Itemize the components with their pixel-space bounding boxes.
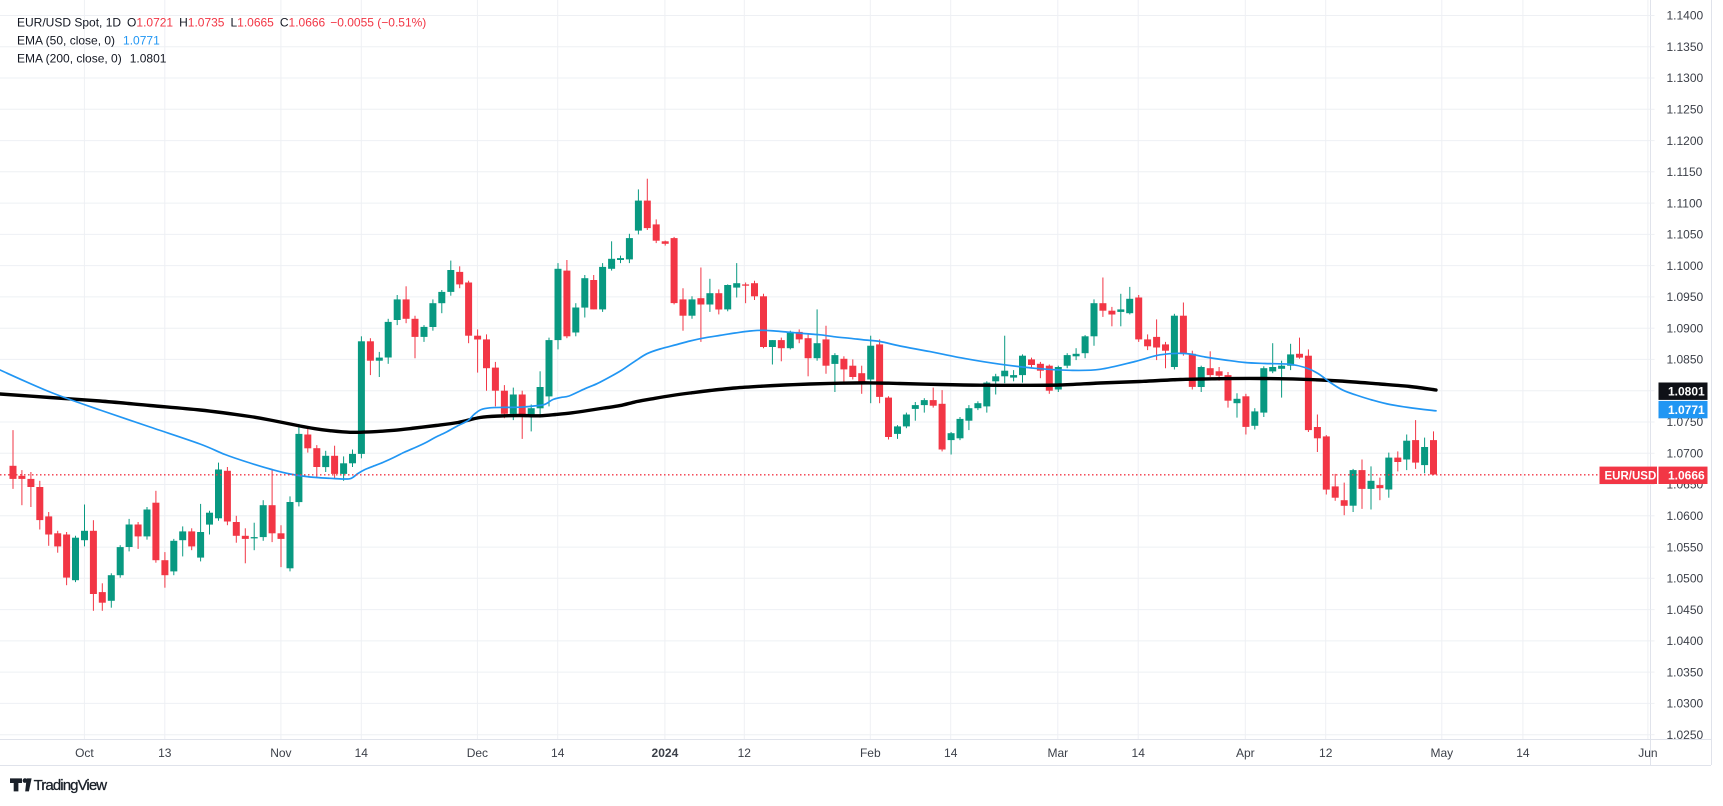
svg-text:12: 12 (1319, 746, 1333, 760)
svg-text:1.0771: 1.0771 (1668, 403, 1705, 417)
svg-text:1.0400: 1.0400 (1667, 634, 1704, 648)
svg-text:1.0801: 1.0801 (1668, 385, 1705, 399)
svg-text:1.0900: 1.0900 (1667, 321, 1704, 335)
svg-text:1.1050: 1.1050 (1667, 228, 1704, 242)
svg-text:1.0600: 1.0600 (1667, 509, 1704, 523)
svg-text:1.0750: 1.0750 (1667, 415, 1704, 429)
svg-text:1.0250: 1.0250 (1667, 728, 1704, 742)
svg-text:1.1100: 1.1100 (1667, 196, 1703, 210)
svg-text:1.0700: 1.0700 (1667, 447, 1704, 461)
svg-text:Jun: Jun (1638, 746, 1657, 760)
svg-text:May: May (1430, 746, 1453, 760)
svg-text:2024: 2024 (652, 746, 679, 760)
svg-text:Oct: Oct (75, 746, 94, 760)
svg-text:1.0350: 1.0350 (1667, 665, 1704, 679)
svg-text:1.1000: 1.1000 (1667, 259, 1704, 273)
svg-text:1.1400: 1.1400 (1667, 9, 1704, 23)
svg-text:Feb: Feb (860, 746, 881, 760)
svg-text:Dec: Dec (467, 746, 488, 760)
svg-text:1.1350: 1.1350 (1667, 40, 1704, 54)
svg-text:Nov: Nov (270, 746, 291, 760)
svg-text:12: 12 (738, 746, 752, 760)
svg-text:14: 14 (1516, 746, 1530, 760)
svg-text:13: 13 (158, 746, 172, 760)
svg-text:14: 14 (944, 746, 958, 760)
svg-text:14: 14 (551, 746, 565, 760)
svg-text:1.0950: 1.0950 (1667, 290, 1704, 304)
svg-text:EMA (200, close, 0)1.0801: EMA (200, close, 0) 1.0801 (17, 52, 167, 66)
svg-text:1.0550: 1.0550 (1667, 540, 1704, 554)
svg-text:TradingView: TradingView (34, 777, 108, 794)
svg-text:1.1250: 1.1250 (1667, 103, 1704, 117)
svg-text:1.0666: 1.0666 (1668, 469, 1705, 483)
svg-text:1.0500: 1.0500 (1667, 572, 1704, 586)
svg-text:14: 14 (1132, 746, 1146, 760)
svg-text:14: 14 (355, 746, 369, 760)
svg-text:EUR/USD: EUR/USD (1605, 471, 1657, 483)
svg-text:1.0850: 1.0850 (1667, 353, 1704, 367)
svg-text:1.1200: 1.1200 (1667, 134, 1704, 148)
svg-text:EMA (50, close, 0)1.0771: EMA (50, close, 0) 1.0771 (17, 34, 160, 48)
svg-text:1.1300: 1.1300 (1667, 71, 1704, 85)
svg-text:Mar: Mar (1047, 746, 1068, 760)
svg-text:1.0300: 1.0300 (1667, 697, 1704, 711)
svg-text:1.0450: 1.0450 (1667, 603, 1704, 617)
svg-text:1.1150: 1.1150 (1667, 165, 1703, 179)
svg-text:Apr: Apr (1236, 746, 1255, 760)
